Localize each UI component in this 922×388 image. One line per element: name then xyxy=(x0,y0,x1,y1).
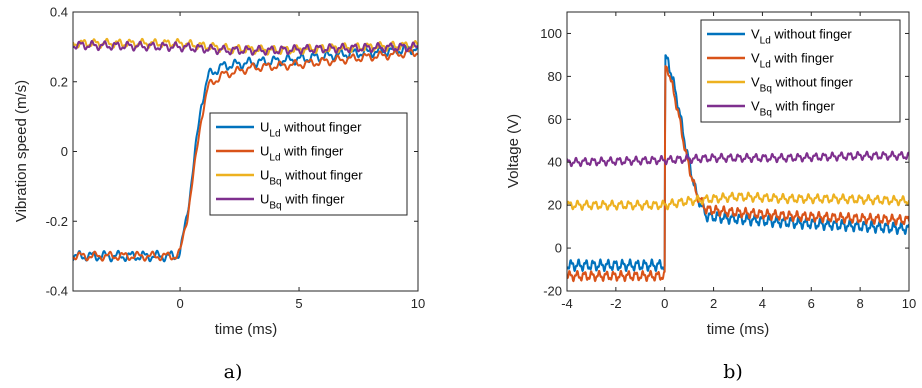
x-tick-label: 5 xyxy=(295,296,302,311)
legend-entry: UBq without finger xyxy=(260,168,363,188)
legend-entry: ULd with finger xyxy=(260,144,344,164)
panel-label-b: b) xyxy=(723,361,743,383)
plot-lines-b xyxy=(567,54,909,283)
y-tick-label: 0.4 xyxy=(50,5,68,20)
legend-entry: ULd without finger xyxy=(260,120,362,140)
y-tick-label: 100 xyxy=(540,26,562,41)
legend-entry: VBq without finger xyxy=(751,75,854,95)
chart-a: 0 5 10 -0.4 -0.2 0 0.2 0.4 time (ms) Vibration … xyxy=(13,5,425,384)
y-tick-label: 20 xyxy=(548,198,562,213)
series-line-1 xyxy=(73,43,418,263)
panel-label-a: a) xyxy=(224,361,243,383)
x-axis-label-a: time (ms) xyxy=(215,321,278,338)
y-tick-label: -0.4 xyxy=(46,284,68,299)
series-line-2 xyxy=(567,65,909,283)
y-axis-label-b: Voltage (V) xyxy=(505,114,522,188)
y-tick-label: 0 xyxy=(555,241,562,256)
legend-entry: VLd without finger xyxy=(751,27,852,47)
x-axis-label-b: time (ms) xyxy=(707,321,770,338)
y-tick-label: -0.2 xyxy=(46,214,68,229)
x-tick-label: 4 xyxy=(759,296,766,311)
y-axis-label-a: Vibration speed (m/s) xyxy=(13,80,30,222)
x-tick-label: 0 xyxy=(661,296,668,311)
y-tick-label: 60 xyxy=(548,112,562,127)
x-tick-label: 10 xyxy=(902,296,916,311)
x-tick-label: 2 xyxy=(710,296,717,311)
y-tick-label: 80 xyxy=(548,69,562,84)
axes-box-b xyxy=(566,11,910,292)
x-tick-label: -2 xyxy=(610,296,622,311)
x-tick-label: 10 xyxy=(411,296,425,311)
y-tick-label: 40 xyxy=(548,155,562,170)
series-line-1 xyxy=(567,54,909,273)
series-line-3 xyxy=(567,191,909,211)
x-tick-label: -4 xyxy=(561,296,573,311)
y-tick-label: 0.2 xyxy=(50,74,68,89)
series-line-4 xyxy=(567,150,909,168)
legend-entry: UBq with finger xyxy=(260,192,345,212)
legend-entry: VBq with finger xyxy=(751,99,835,119)
y-tick-label: -20 xyxy=(543,284,562,299)
series-line-4 xyxy=(73,39,418,56)
legend-a: ULd without finger ULd with finger UBq wit… xyxy=(209,112,408,216)
legend-entry: VLd with finger xyxy=(751,51,834,71)
plot-lines-a xyxy=(73,37,418,263)
x-tick-label: 6 xyxy=(808,296,815,311)
series-line-2 xyxy=(73,48,418,262)
x-tick-label: 0 xyxy=(176,296,183,311)
ticks-a: 0 5 10 -0.4 -0.2 0 0.2 0.4 xyxy=(46,5,426,312)
legend-b: VLd without finger VLd with finger VBq wit… xyxy=(700,19,901,123)
y-tick-label: 0 xyxy=(61,144,68,159)
x-tick-label: 8 xyxy=(857,296,864,311)
